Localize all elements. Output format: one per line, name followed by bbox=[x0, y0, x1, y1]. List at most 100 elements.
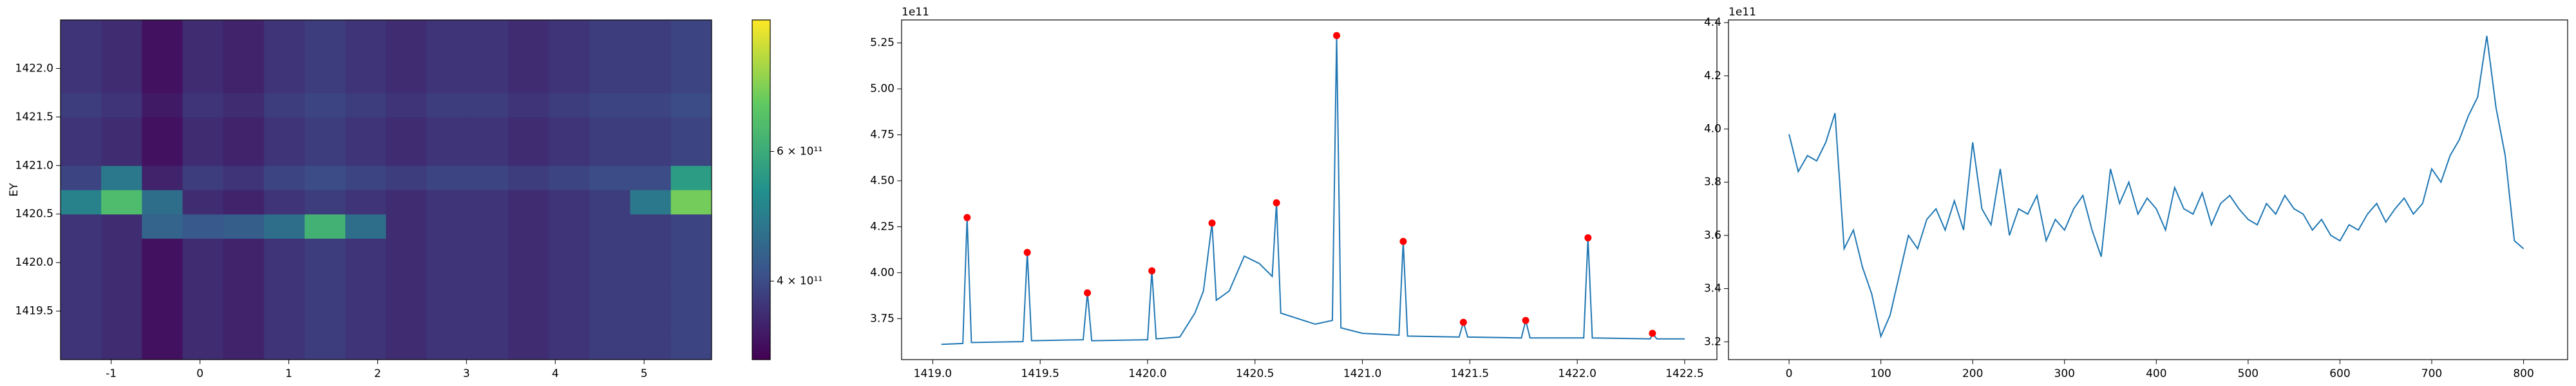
heatmap-cell bbox=[386, 190, 428, 215]
heatmap-cell bbox=[467, 286, 509, 312]
heatmap-cell bbox=[589, 286, 631, 312]
x-tick-label: 1421.0 bbox=[1343, 367, 1381, 380]
heatmap-cell bbox=[305, 214, 346, 239]
y-tick-label: 5.25 bbox=[870, 37, 895, 50]
heatmap-cell bbox=[345, 335, 386, 360]
heatmap-cell bbox=[61, 311, 102, 336]
heatmap-cell bbox=[670, 286, 712, 312]
heatmap-cell bbox=[549, 68, 590, 93]
y-tick-label: 1419.5 bbox=[15, 305, 53, 318]
y-tick-label: 4.00 bbox=[870, 266, 895, 279]
y-tick-label: 3.6 bbox=[1704, 229, 1721, 242]
x-tick-label: -1 bbox=[106, 367, 117, 380]
axes-frame bbox=[1728, 19, 2568, 360]
heatmap-cell bbox=[182, 165, 224, 190]
x-tick-label: 800 bbox=[2513, 367, 2533, 380]
heatmap-cell bbox=[142, 20, 184, 45]
heatmap-cell bbox=[589, 141, 631, 166]
heatmap-cell bbox=[305, 68, 346, 93]
x-tick-label: 4 bbox=[552, 367, 559, 380]
heatmap-cell bbox=[589, 311, 631, 336]
heatmap-cell bbox=[630, 311, 672, 336]
axes: 0 100 200 300 400 500 600 700 800 3.2 3.4 3.6 3.8 4.0… bbox=[1704, 6, 2568, 380]
heatmap-cell bbox=[589, 190, 631, 215]
heatmap-cell bbox=[101, 311, 142, 336]
heatmap-cell bbox=[182, 68, 224, 93]
x-tick-label: 500 bbox=[2238, 367, 2259, 380]
peak-marker bbox=[1399, 237, 1407, 245]
x-tick-label: 1422.0 bbox=[1558, 367, 1596, 380]
heatmap-cell bbox=[467, 116, 509, 142]
heatmap-cell bbox=[467, 141, 509, 166]
heatmap-cell bbox=[589, 20, 631, 45]
heatmap-cell bbox=[426, 311, 468, 336]
heatmap-cell bbox=[426, 20, 468, 45]
x-tick-label: 1422.5 bbox=[1665, 367, 1703, 380]
y-tick-label: 3.8 bbox=[1704, 176, 1721, 188]
heatmap-cell bbox=[426, 141, 468, 166]
heatmap-cell bbox=[263, 190, 305, 215]
heatmap-cell bbox=[101, 93, 142, 118]
heatmap-cell bbox=[386, 141, 428, 166]
axes-frame bbox=[60, 19, 712, 360]
heatmap-cell bbox=[549, 286, 590, 312]
heatmap-cell bbox=[549, 214, 590, 239]
heatmap-cell bbox=[142, 116, 184, 142]
heatmap-cell bbox=[223, 262, 265, 288]
heatmap-cell bbox=[386, 335, 428, 360]
heatmap-cell bbox=[345, 214, 386, 239]
heatmap-cell bbox=[426, 190, 468, 215]
y-tick-label: 4.0 bbox=[1704, 123, 1721, 136]
heatmap-cell bbox=[263, 214, 305, 239]
heatmap-cell bbox=[223, 165, 265, 190]
peak-marker bbox=[1273, 199, 1280, 207]
x-tick-label: 1420.5 bbox=[1236, 367, 1274, 380]
heatmap-cell bbox=[549, 141, 590, 166]
heatmap-cell bbox=[467, 335, 509, 360]
heatmap-cell bbox=[142, 44, 184, 69]
heatmap-cell bbox=[630, 93, 672, 118]
heatmap-cell bbox=[142, 311, 184, 336]
heatmap-cell bbox=[345, 165, 386, 190]
heatmap-cell bbox=[263, 165, 305, 190]
heatmap-cell bbox=[508, 93, 549, 118]
heatmap-cell bbox=[142, 214, 184, 239]
heatmap-cell bbox=[508, 214, 549, 239]
heatmap-cell bbox=[101, 214, 142, 239]
peak-marker bbox=[1084, 289, 1092, 297]
y-tick-label: 3.2 bbox=[1704, 335, 1721, 348]
y-tick-label: 5.00 bbox=[870, 82, 895, 95]
heatmap-cell bbox=[426, 44, 468, 69]
heatmap-cell bbox=[508, 311, 549, 336]
heatmap-cell bbox=[61, 262, 102, 288]
heatmap-cell bbox=[223, 44, 265, 69]
heatmap-cell bbox=[263, 44, 305, 69]
heatmap-cell bbox=[263, 20, 305, 45]
heatmap-cell bbox=[467, 68, 509, 93]
heatmap-cell bbox=[305, 311, 346, 336]
heatmap-cell bbox=[61, 116, 102, 142]
heatmap-cell bbox=[142, 68, 184, 93]
heatmap-cell bbox=[61, 93, 102, 118]
axes: -1 0 1 2 3 4 5 1419.5 1420.0 1420.5 1421.0 1421.5 14… bbox=[8, 19, 712, 380]
heatmap-cell bbox=[508, 20, 549, 45]
heatmap-cell bbox=[426, 93, 468, 118]
heatmap-cell bbox=[223, 335, 265, 360]
x-tick-label: 1419.0 bbox=[914, 367, 952, 380]
heatmap-cell bbox=[305, 44, 346, 69]
heatmap-cell bbox=[61, 68, 102, 93]
heatmap-cell bbox=[508, 286, 549, 312]
peak-marker bbox=[1148, 267, 1156, 275]
heatmap-cell bbox=[345, 141, 386, 166]
heatmap-cell bbox=[508, 68, 549, 93]
heatmap-cell bbox=[589, 335, 631, 360]
heatmap-cell bbox=[182, 335, 224, 360]
heatmap-cell bbox=[508, 165, 549, 190]
heatmap-cell bbox=[549, 262, 590, 288]
colorbar bbox=[752, 20, 770, 360]
heatmap-cell bbox=[61, 165, 102, 190]
x-tick-label: 1420.0 bbox=[1128, 367, 1166, 380]
heatmap-cell bbox=[305, 116, 346, 142]
heatmap-cell bbox=[61, 20, 102, 45]
line bbox=[941, 35, 1685, 345]
